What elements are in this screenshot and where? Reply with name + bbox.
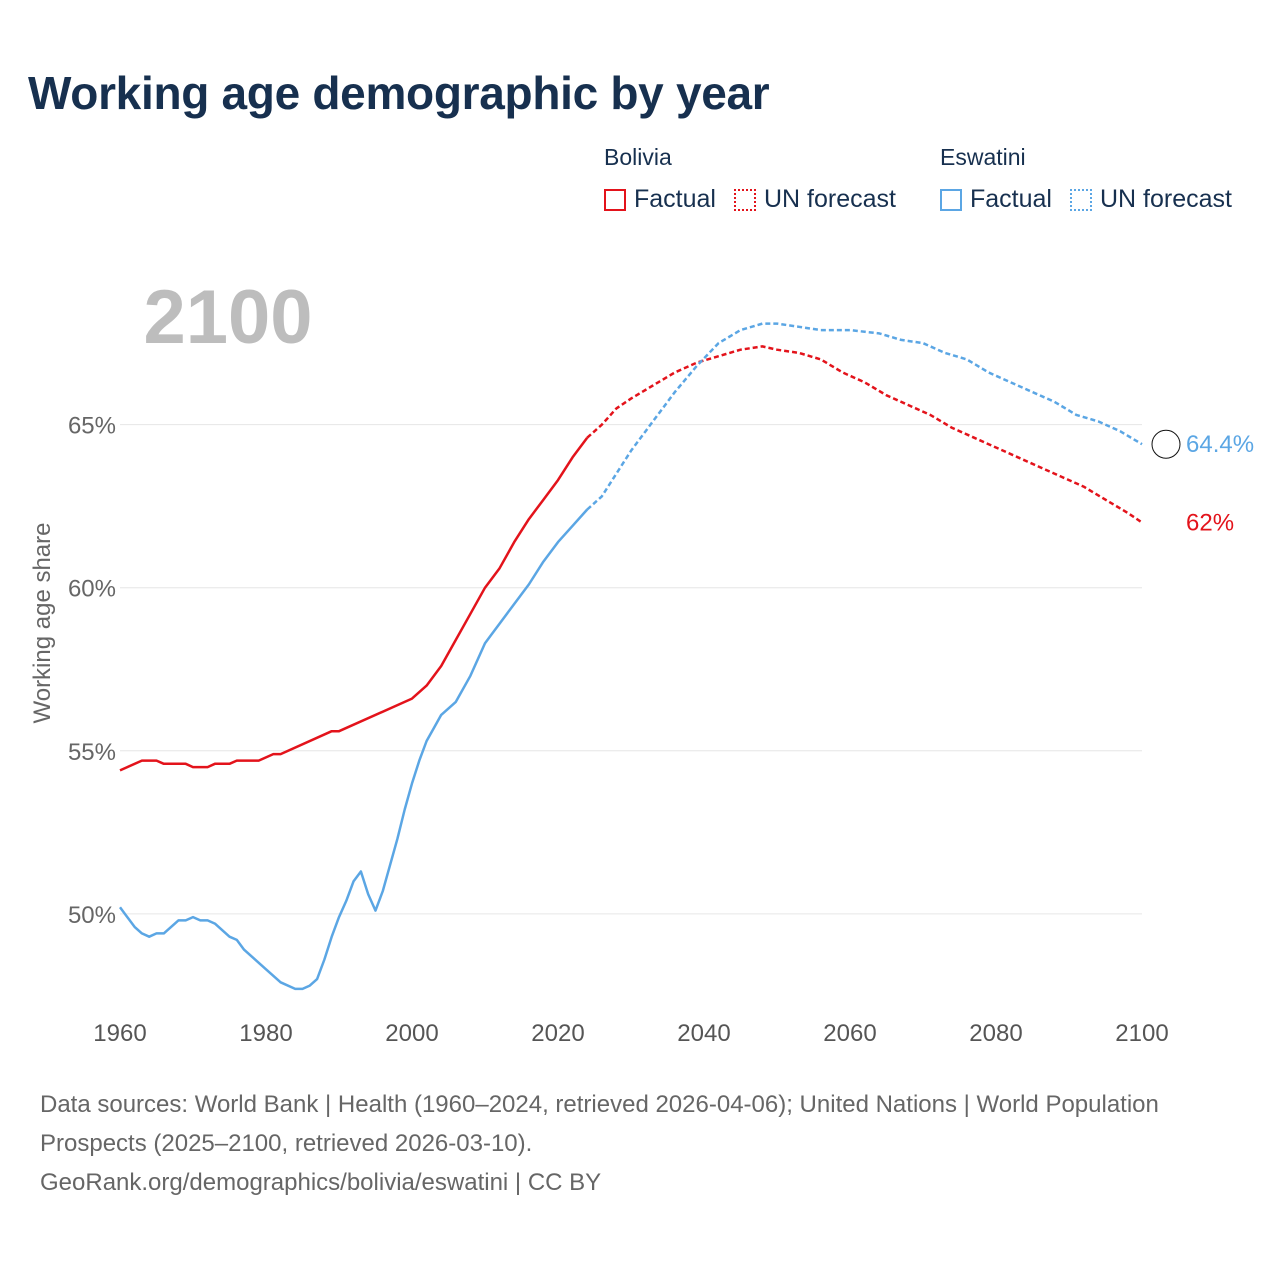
legend-swatch-solid <box>940 188 962 211</box>
line-chart: 50% 55% 60% 65% 1960 1980 2000 2020 2040 2060 2080… <box>29 275 1254 1047</box>
legend-swatch-dotted <box>1069 188 1092 211</box>
x-tick-label: 1960 <box>93 1020 146 1047</box>
footer-sources: Data sources: World Bank | Health (1960–… <box>40 1091 1159 1157</box>
y-axis-label: Working age share <box>29 523 56 724</box>
bolivia-end-label: 62% <box>1186 510 1234 537</box>
legend-swatch-dotted <box>733 188 756 211</box>
legend-label: UN forecast <box>763 185 896 213</box>
year-label: 2100 <box>143 275 312 360</box>
x-tick-label: 1980 <box>239 1020 292 1047</box>
legend-bolivia-factual[interactable]: Factual <box>604 185 716 214</box>
legend-country-bolivia: Bolivia <box>604 144 672 170</box>
eswatini-forecast-line[interactable] <box>586 322 1143 511</box>
y-tick-label: 50% <box>68 902 116 929</box>
eswatini-flag <box>1151 429 1181 459</box>
legend-eswatini: Eswatini Factual UN forecast <box>940 144 1250 214</box>
chart-title: Working age demographic by year <box>28 67 770 119</box>
x-tick-label: 2060 <box>823 1020 876 1047</box>
bolivia-forecast-line[interactable] <box>586 345 1143 524</box>
bolivia-flag <box>1152 509 1180 538</box>
x-tick-label: 2020 <box>531 1020 584 1047</box>
x-tick-label: 2080 <box>969 1020 1022 1047</box>
x-tick-label: 2040 <box>677 1020 730 1047</box>
footer: Data sources: World Bank | Health (1960–… <box>40 1085 1200 1202</box>
legend-eswatini-factual[interactable]: Factual <box>940 185 1052 214</box>
legend-bolivia: Bolivia Factual UN forecast <box>604 144 914 214</box>
x-tick-label: 2000 <box>385 1020 438 1047</box>
eswatini-factual-line[interactable] <box>118 508 589 991</box>
legend-bolivia-forecast[interactable]: UN forecast <box>733 185 896 214</box>
legend-label: Factual <box>970 185 1052 213</box>
footer-attribution: GeoRank.org/demographics/bolivia/eswatin… <box>40 1169 602 1196</box>
bolivia-factual-line[interactable] <box>119 436 589 772</box>
y-tick-label: 60% <box>68 576 116 603</box>
legend-label: UN forecast <box>1099 185 1232 213</box>
legend-country-eswatini: Eswatini <box>940 144 1026 170</box>
legend-eswatini-forecast[interactable]: UN forecast <box>1069 185 1232 214</box>
legend-label: Factual <box>634 185 716 213</box>
eswatini-end-label: 64.4% <box>1186 431 1254 458</box>
legend-swatch-solid <box>604 188 626 211</box>
x-tick-label: 2100 <box>1115 1020 1168 1047</box>
y-tick-label: 55% <box>68 739 116 766</box>
y-tick-label: 65% <box>68 413 116 440</box>
